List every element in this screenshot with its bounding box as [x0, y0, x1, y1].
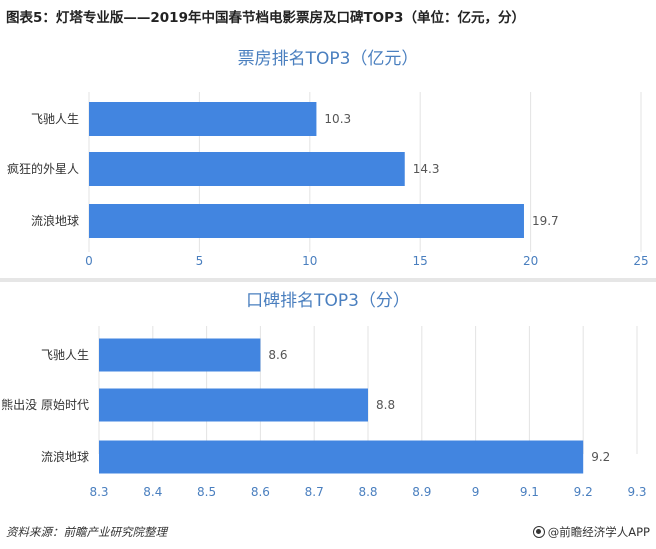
x-tick-label: 8.8	[358, 485, 377, 499]
x-tick-label: 8.4	[143, 485, 162, 499]
value-label: 8.6	[268, 348, 287, 362]
x-tick-label: 8.3	[89, 485, 108, 499]
panel-separator	[0, 278, 656, 282]
x-tick-label: 8.7	[305, 485, 324, 499]
x-tick-label: 9.3	[627, 485, 646, 499]
category-label: 熊出没 原始时代	[1, 397, 89, 412]
brand-text: @前瞻经济学人APP	[547, 525, 650, 539]
chart-title: 票房排名TOP3（亿元）	[238, 49, 419, 69]
box-office-chart-panel: 票房排名TOP3（亿元） 0 5 10 15 20 25 飞驰人生 10.3 疯狂的外星人 14.3…	[0, 30, 656, 278]
x-tick-label: 0	[85, 254, 93, 268]
value-label: 9.2	[591, 450, 610, 464]
rating-chart-panel: 口碑排名TOP3（分） 8.3 8.4 8.5 8.6 8.7 8.8 8.9 9 9.1 9.2 9…	[0, 282, 656, 514]
figure-title: 图表5：灯塔专业版——2019年中国春节档电影票房及口碑TOP3（单位：亿元，分…	[6, 10, 525, 26]
x-tick-label: 10	[302, 254, 317, 268]
rating-chart: 口碑排名TOP3（分） 8.3 8.4 8.5 8.6 8.7 8.8 8.9 9 9.1 9.2 9…	[1, 291, 646, 499]
x-tick-label: 8.6	[251, 485, 270, 499]
bar-rating-0	[99, 338, 261, 372]
x-tick-label: 20	[523, 254, 538, 268]
x-tick-label: 15	[413, 254, 428, 268]
bar-rating-2	[99, 440, 584, 474]
chart-title: 口碑排名TOP3（分）	[246, 291, 410, 311]
x-tick-label: 8.9	[412, 485, 431, 499]
brand-logo-icon	[532, 526, 545, 538]
x-tick-label: 5	[196, 254, 204, 268]
category-label: 飞驰人生	[41, 348, 89, 362]
value-label: 19.7	[532, 214, 559, 228]
category-label: 飞驰人生	[31, 112, 79, 126]
x-tick-label: 9.1	[520, 485, 539, 499]
x-tick-label: 8.5	[197, 485, 216, 499]
source-note: 资料来源：前瞻产业研究院整理	[6, 525, 167, 539]
category-label: 流浪地球	[31, 213, 79, 228]
bar-rating-1	[99, 388, 368, 422]
x-tick-label: 25	[633, 254, 648, 268]
bar-box-office-1	[89, 152, 405, 186]
x-tick-label: 9.2	[574, 485, 593, 499]
value-label: 14.3	[413, 162, 440, 176]
bar-box-office-2	[89, 204, 524, 238]
bar-box-office-0	[89, 102, 317, 136]
box-office-chart: 票房排名TOP3（亿元） 0 5 10 15 20 25 飞驰人生 10.3 疯狂的外星人 14.3…	[7, 49, 649, 268]
x-tick-label: 9	[472, 485, 480, 499]
category-label: 流浪地球	[41, 449, 89, 464]
category-label: 疯狂的外星人	[7, 161, 79, 176]
value-label: 8.8	[376, 398, 395, 412]
value-label: 10.3	[324, 112, 351, 126]
brand-credit: @前瞻经济学人APP	[532, 524, 650, 540]
